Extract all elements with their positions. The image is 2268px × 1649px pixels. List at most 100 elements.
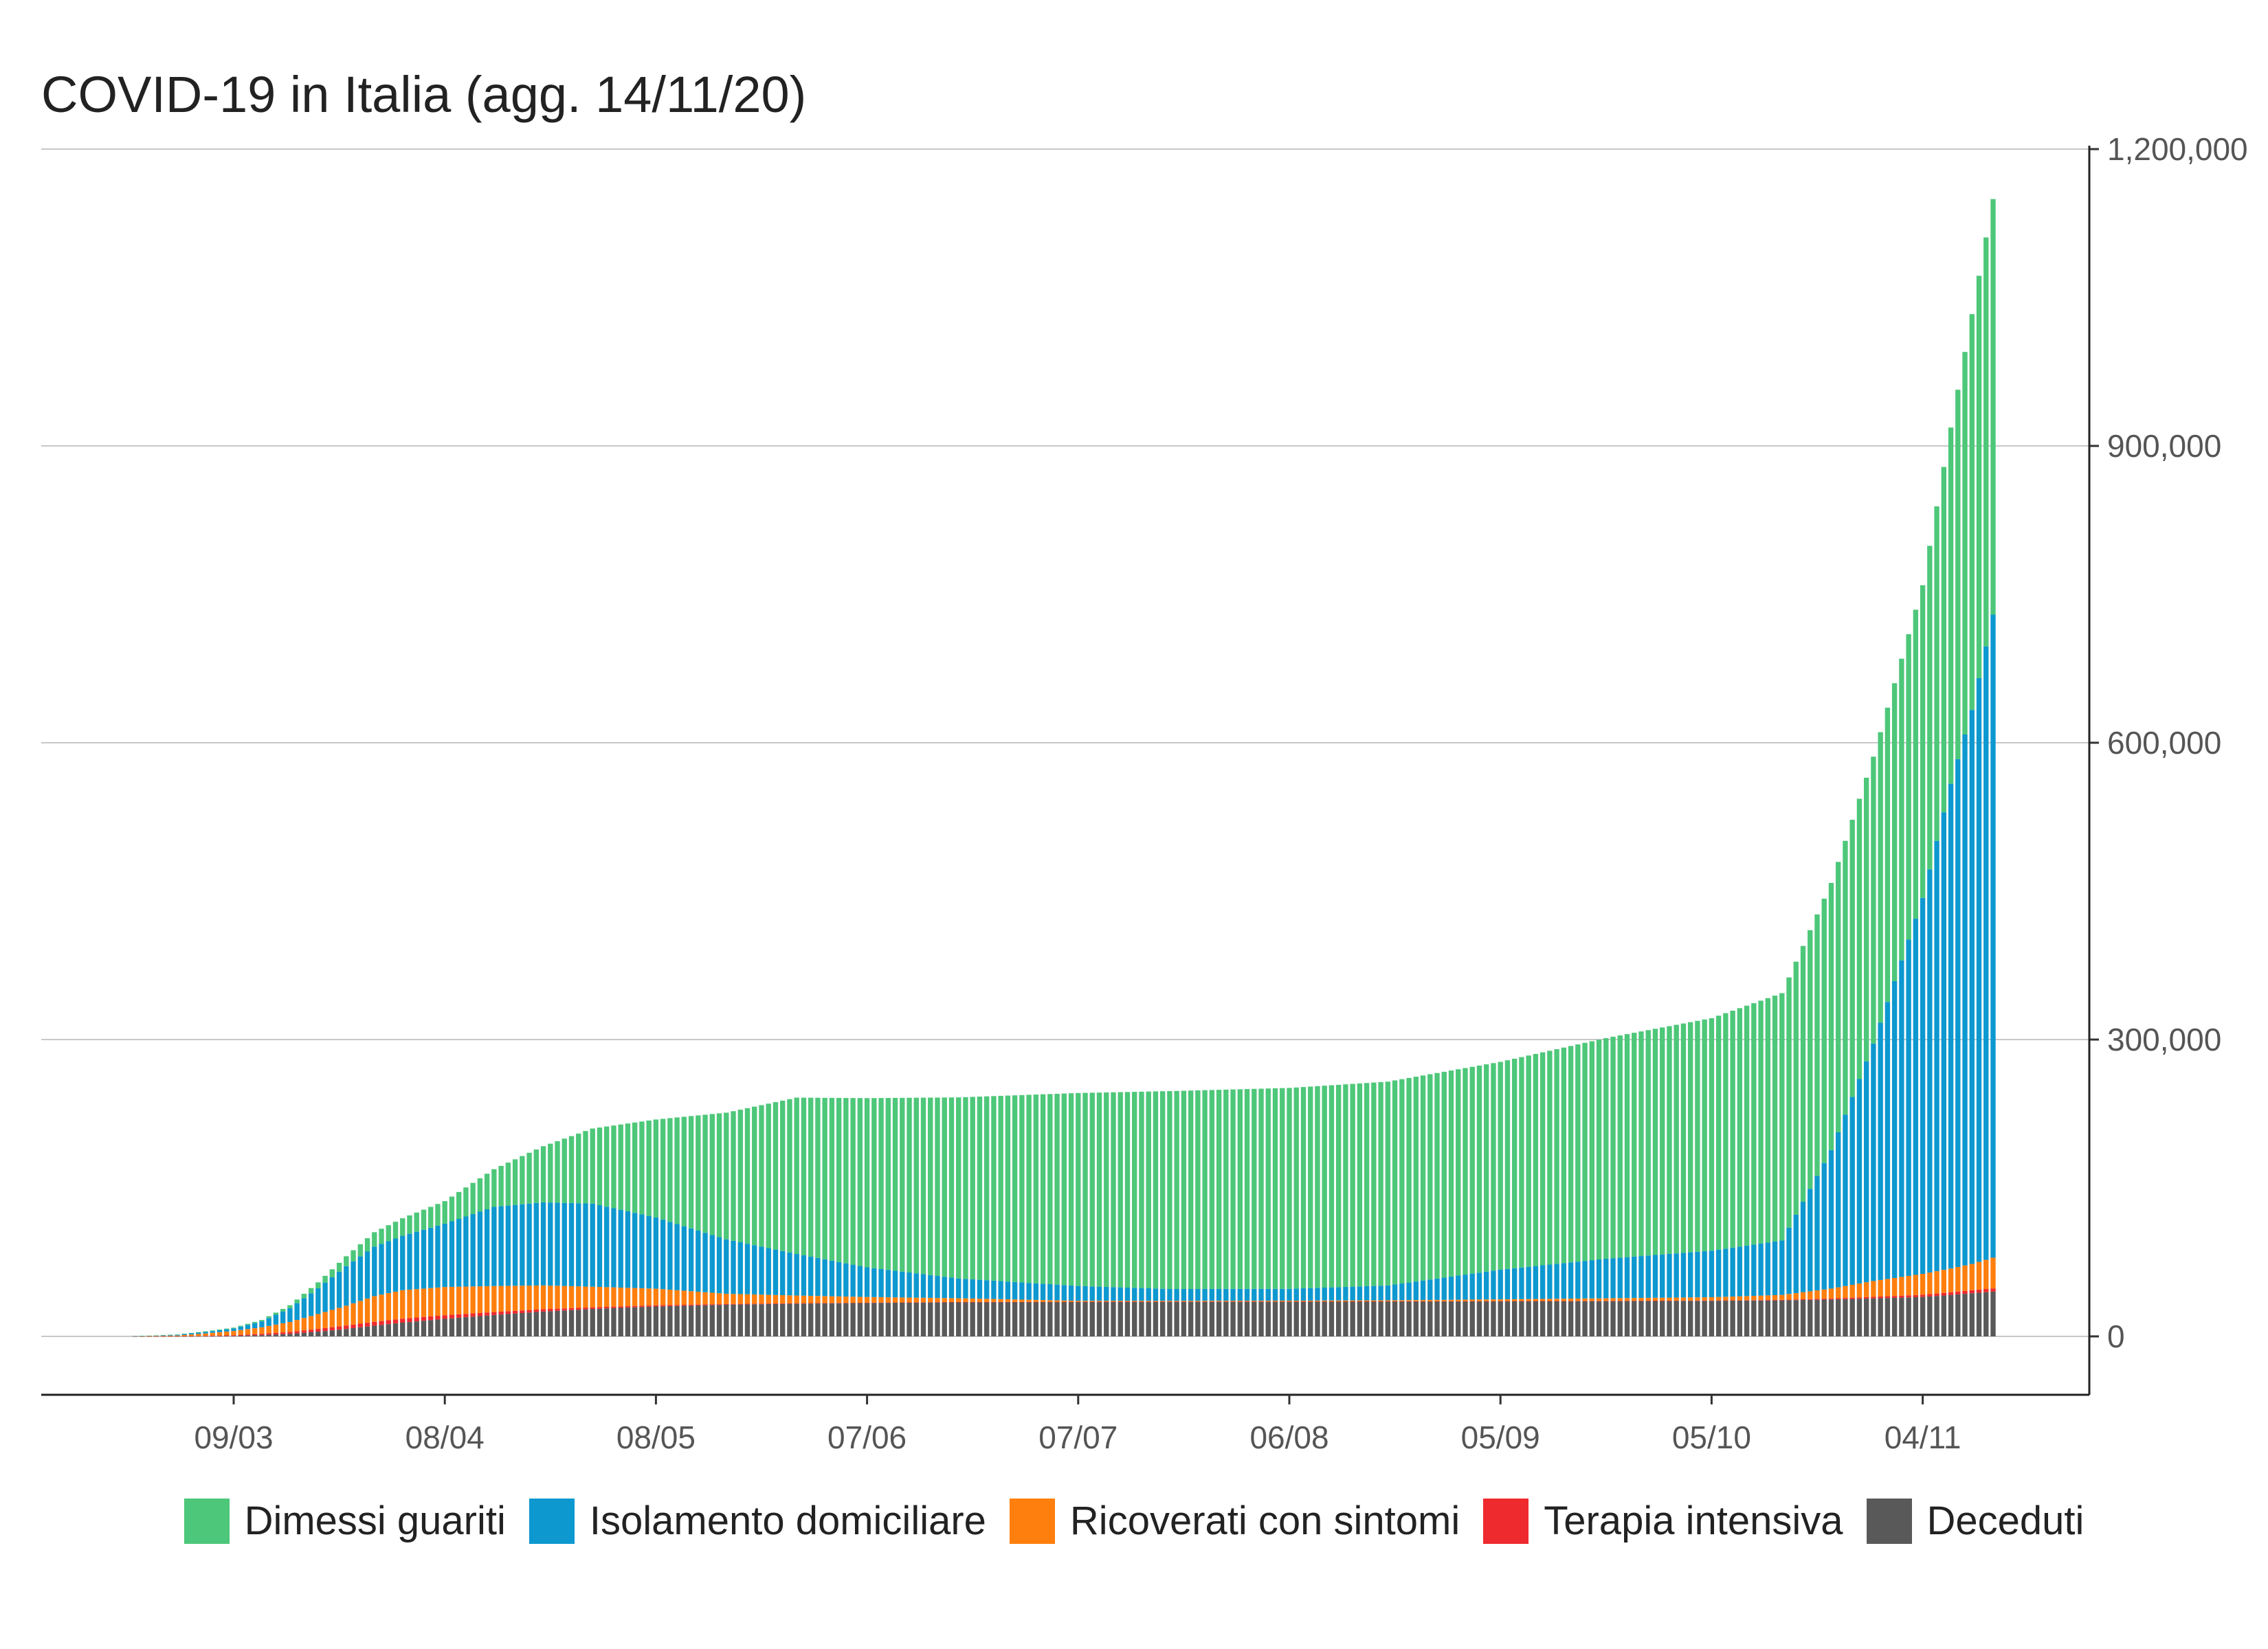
bar-segment: [562, 1138, 567, 1203]
bar-segment: [772, 1102, 779, 1250]
bar-segment: [935, 1275, 940, 1299]
bar-segment: [1498, 1301, 1503, 1302]
bar-segment: [1702, 1301, 1707, 1336]
bar-segment: [1047, 1301, 1053, 1336]
bar-segment: [646, 1215, 652, 1289]
bar-segment: [864, 1303, 870, 1336]
bar-segment: [1392, 1284, 1398, 1301]
bar-segment: [1800, 1202, 1806, 1292]
bar-segment: [505, 1163, 511, 1206]
bar-segment: [456, 1317, 462, 1336]
bar-segment: [1068, 1300, 1074, 1302]
bar-segment: [611, 1287, 616, 1307]
bar-segment: [1272, 1088, 1278, 1289]
bar-segment: [498, 1206, 504, 1286]
bar-segment: [590, 1203, 595, 1287]
bar-segment: [1751, 1295, 1757, 1301]
bar-segment: [1258, 1288, 1264, 1301]
bar-segment: [1441, 1277, 1447, 1300]
bar-segment: [421, 1316, 427, 1321]
bar-segment: [449, 1221, 455, 1287]
bar-segment: [1068, 1301, 1074, 1303]
bar-segment: [1821, 1299, 1827, 1336]
bar-segment: [1885, 1298, 1891, 1336]
bar-segment: [1744, 1300, 1750, 1301]
bar-segment: [196, 1334, 201, 1336]
bar-segment: [1469, 1299, 1475, 1301]
bar-segment: [942, 1302, 947, 1336]
bar-segment: [1533, 1299, 1539, 1301]
bar-segment: [1054, 1301, 1060, 1303]
bar-segment: [1878, 1298, 1883, 1336]
bar-segment: [885, 1098, 891, 1270]
bar-segment: [590, 1309, 595, 1336]
bar-segment: [336, 1308, 342, 1327]
bar-segment: [1962, 1294, 1968, 1336]
bar-segment: [1096, 1301, 1102, 1336]
bar-segment: [1667, 1253, 1672, 1298]
bar-segment: [1836, 862, 1841, 1133]
bar-segment: [1089, 1092, 1095, 1287]
bar-segment: [843, 1297, 849, 1303]
bar-segment: [1061, 1301, 1067, 1303]
bar-segment: [618, 1308, 623, 1336]
bar-segment: [674, 1305, 680, 1306]
bar-segment: [210, 1336, 215, 1337]
bar-segment: [878, 1303, 884, 1336]
bar-segment: [1878, 1279, 1883, 1297]
bar-segment: [301, 1294, 307, 1299]
bar-segment: [1575, 1301, 1581, 1336]
bar-segment: [168, 1336, 173, 1337]
bar-segment: [1118, 1092, 1123, 1288]
bar-segment: [709, 1235, 715, 1293]
bar-segment: [428, 1227, 434, 1288]
bar-segment: [562, 1286, 567, 1309]
bar-segment: [1167, 1091, 1172, 1290]
bar-segment: [1265, 1088, 1271, 1289]
bar-segment: [188, 1333, 194, 1335]
bar-segment: [1019, 1301, 1025, 1336]
bar-segment: [1632, 1033, 1637, 1257]
bar-segment: [1153, 1301, 1159, 1302]
bar-segment: [1927, 1296, 1933, 1336]
bar-segment: [1843, 1286, 1848, 1299]
bar-segment: [829, 1097, 835, 1261]
bar-segment: [1012, 1301, 1018, 1336]
bar-segment: [548, 1286, 553, 1310]
bar-segment: [1202, 1301, 1208, 1302]
bar-segment: [1293, 1301, 1299, 1336]
bar-segment: [1638, 1256, 1644, 1299]
bar-segment: [829, 1296, 835, 1303]
bar-segment: [1476, 1272, 1482, 1300]
bar-segment: [231, 1328, 236, 1332]
bar-segment: [625, 1306, 631, 1308]
bar-segment: [1385, 1285, 1391, 1301]
bar-segment: [1153, 1301, 1159, 1336]
bar-segment: [1660, 1301, 1665, 1336]
bar-segment: [1392, 1080, 1398, 1285]
bar-segment: [463, 1187, 469, 1217]
bar-segment: [273, 1312, 279, 1315]
bar-segment: [392, 1323, 399, 1336]
bar-segment: [1287, 1301, 1292, 1302]
bar-segment: [1821, 1289, 1827, 1299]
bar-segment: [1575, 1044, 1581, 1262]
bar-segment: [1849, 1297, 1855, 1299]
bar-segment: [604, 1126, 610, 1207]
bar-segment: [1899, 658, 1904, 961]
bar-segment: [1843, 1298, 1848, 1299]
bar-segment: [1181, 1301, 1187, 1336]
bar-segment: [1539, 1265, 1546, 1299]
bar-segment: [808, 1303, 814, 1336]
bar-segment: [548, 1202, 553, 1286]
bar-segment: [1420, 1280, 1426, 1301]
bar-segment: [1441, 1301, 1447, 1336]
bar-segment: [1533, 1266, 1539, 1299]
bar-segment: [1406, 1282, 1412, 1301]
bar-segment: [1772, 996, 1778, 1242]
bar-segment: [322, 1312, 328, 1328]
chart-title: COVID-19 in Italia (agg. 14/11/20): [41, 66, 807, 123]
bar-segment: [1709, 1297, 1715, 1301]
bar-segment: [1293, 1301, 1299, 1302]
bar-segment: [1526, 1301, 1531, 1302]
